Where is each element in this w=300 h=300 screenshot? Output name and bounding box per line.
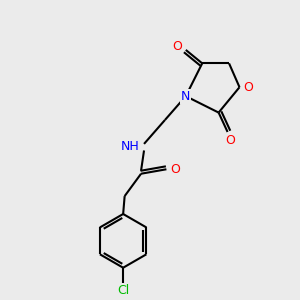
Text: N: N: [181, 90, 190, 103]
Text: O: O: [170, 163, 180, 176]
Text: O: O: [226, 134, 236, 147]
Text: Cl: Cl: [117, 284, 129, 298]
Text: O: O: [243, 81, 253, 94]
Text: NH: NH: [121, 140, 140, 153]
Text: O: O: [172, 40, 182, 53]
